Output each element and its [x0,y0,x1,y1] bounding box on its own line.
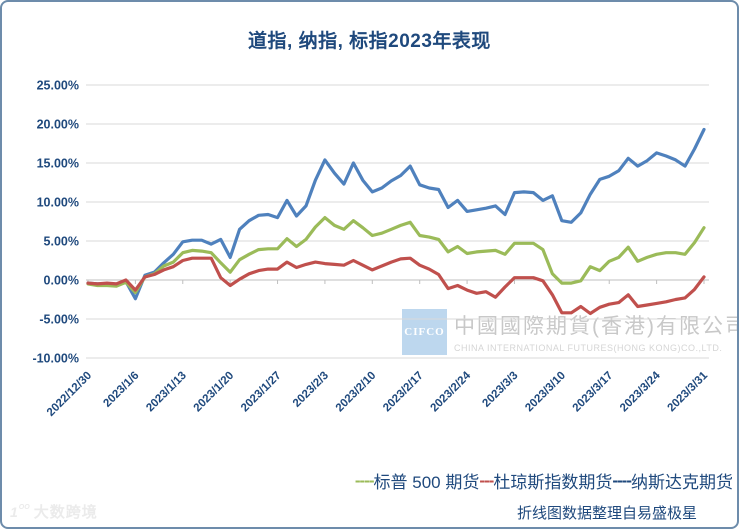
y-axis-labels: 25.00% 20.00% 15.00% 10.00% 5.00% 0.00% -5.00%… [32,79,79,366]
watermark-company-en: CHINA INTERNATIONAL FUTURES(HONG KONG)CO… [454,343,723,353]
x-axis-labels: 2022/12/30 2023/1/6 2023/1/13 2023/1/20 2023… [45,369,711,419]
svg-text:2023/3/31: 2023/3/31 [665,369,710,414]
series-line-0 [86,216,706,295]
svg-text:2023/1/27: 2023/1/27 [239,370,284,415]
svg-text:2023/3/10: 2023/3/10 [523,370,568,415]
cifco-logo-box: CIFCO [402,309,447,355]
dashu-logo-icon: 1 OO [10,503,30,520]
legend-label-dow: 杜琼斯指数期货 [493,473,613,492]
chart-title: 道指, 纳指, 标指2023年表现 [248,31,491,52]
svg-text:20.00%: 20.00% [37,118,79,132]
cifco-watermark-text: 中國國際期貨(香港)有限公司 CHINA INTERNATIONAL FUTUR… [454,309,739,355]
legend-label-nasdaq: 纳斯达克期货 [631,473,733,492]
svg-text:2023/3/3: 2023/3/3 [480,370,520,410]
svg-text:-5.00%: -5.00% [39,313,79,327]
x-axis [86,279,709,284]
svg-text:-10.00%: -10.00% [32,352,79,366]
svg-text:2022/12/30: 2022/12/30 [45,370,94,419]
svg-text:2023/3/24: 2023/3/24 [618,369,663,414]
y-gridlines [86,84,709,359]
dashu-watermark-text: 大数跨境 [33,504,98,521]
cifco-watermark: CIFCO 中國國際期貨(香港)有限公司 CHINA INTERNATIONAL… [402,309,739,355]
svg-text:2023/3/17: 2023/3/17 [571,370,616,415]
svg-text:10.00%: 10.00% [37,196,79,210]
svg-text:2023/1/6: 2023/1/6 [101,370,141,410]
source-note: 折线图数据整理自易盛极星 [516,505,697,522]
watermark-company-cn: 中國國際期貨(香港)有限公司 [454,315,739,338]
svg-text:2023/1/13: 2023/1/13 [144,370,189,415]
series-line-2 [86,127,706,301]
dashu-watermark: 1 OO 大数跨境 [10,501,98,522]
legend-dash-nasdaq: ---- [612,470,632,490]
svg-text:2023/2/17: 2023/2/17 [381,370,426,415]
svg-text:15.00%: 15.00% [37,157,79,171]
svg-text:2023/2/24: 2023/2/24 [429,369,474,414]
chart-legend: ---- 标普 500 期货 --- 杜琼斯指数期货 ---- 纳斯达克期货 [355,468,733,493]
svg-text:2023/2/10: 2023/2/10 [334,370,379,415]
legend-label-sp500: 标普 500 期货 [373,473,480,492]
legend-dash-sp500: ---- [354,470,375,490]
svg-text:25.00%: 25.00% [37,79,79,93]
svg-text:0.00%: 0.00% [44,274,79,288]
svg-text:5.00%: 5.00% [44,235,79,249]
cifco-logo-text: CIFCO [404,326,445,338]
series-line-1 [86,256,706,316]
svg-text:2023/2/3: 2023/2/3 [291,370,331,410]
legend-dash-dow: --- [479,470,494,490]
svg-text:2023/1/20: 2023/1/20 [192,370,237,415]
